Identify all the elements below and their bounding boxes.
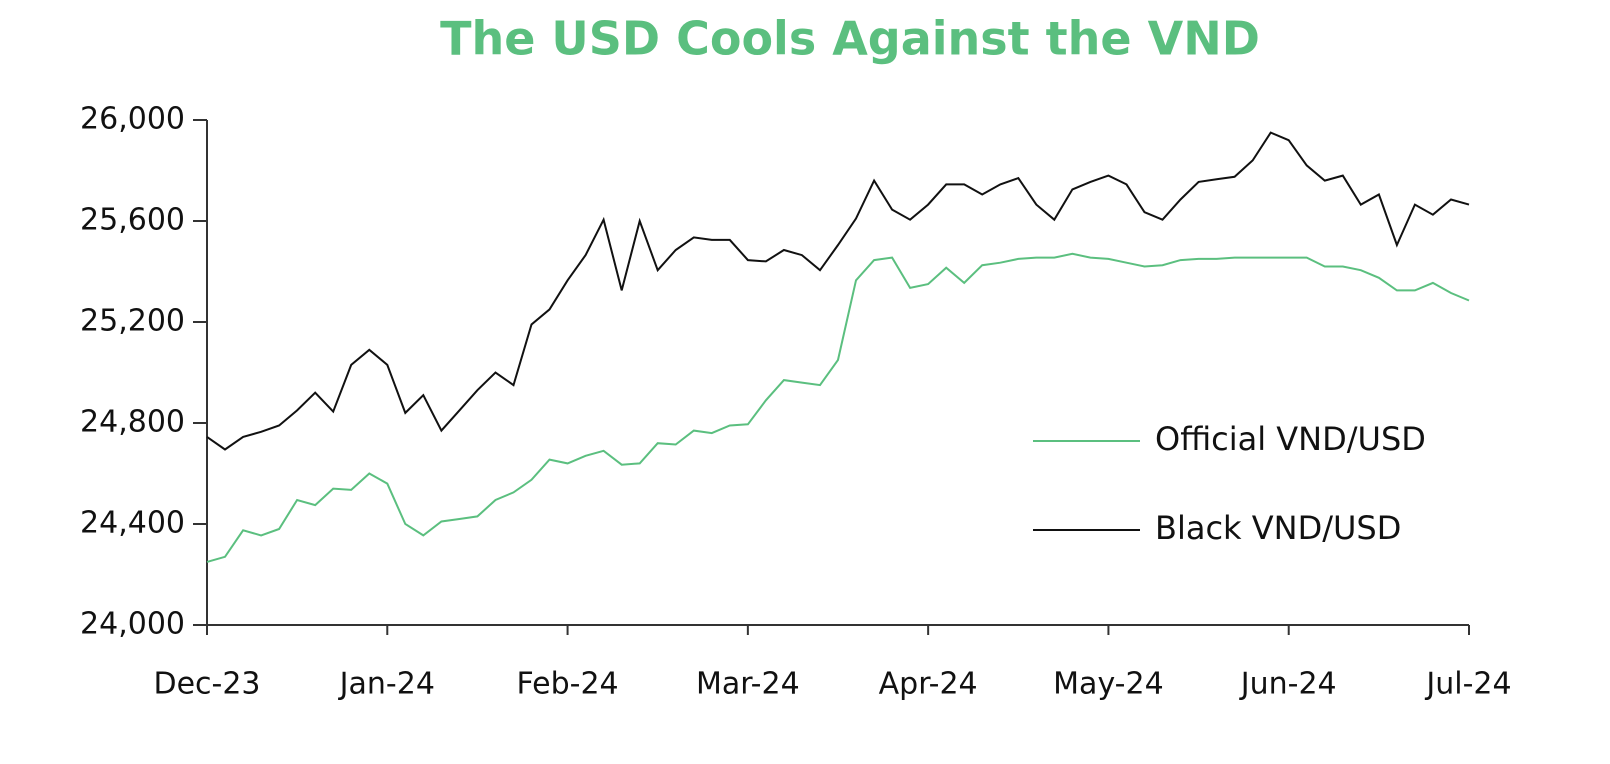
y-tick-label: 24,400 — [80, 506, 185, 541]
y-tick-label: 26,000 — [80, 102, 185, 137]
x-tick-label: Feb-24 — [517, 667, 619, 702]
x-tick-label: Jan-24 — [338, 667, 435, 702]
legend-label: Official VND/USD — [1155, 420, 1426, 458]
line-series — [206, 131, 1470, 451]
y-tick-label: 25,200 — [80, 304, 185, 339]
line-series — [206, 252, 1470, 563]
y-tick-label: 24,800 — [80, 405, 185, 440]
y-tick-label: 25,600 — [80, 203, 185, 238]
x-tick-label: Dec-23 — [153, 667, 260, 702]
x-tick-label: Jul-24 — [1424, 667, 1511, 702]
legend-label: Black VND/USD — [1155, 509, 1401, 547]
y-tick-label: 24,000 — [80, 607, 185, 642]
chart-title: The USD Cools Against the VND — [440, 12, 1260, 66]
x-tick-label: Mar-24 — [696, 667, 800, 702]
x-tick-label: Jun-24 — [1239, 667, 1337, 702]
x-tick-label: May-24 — [1053, 667, 1164, 702]
x-tick-label: Apr-24 — [879, 667, 978, 702]
